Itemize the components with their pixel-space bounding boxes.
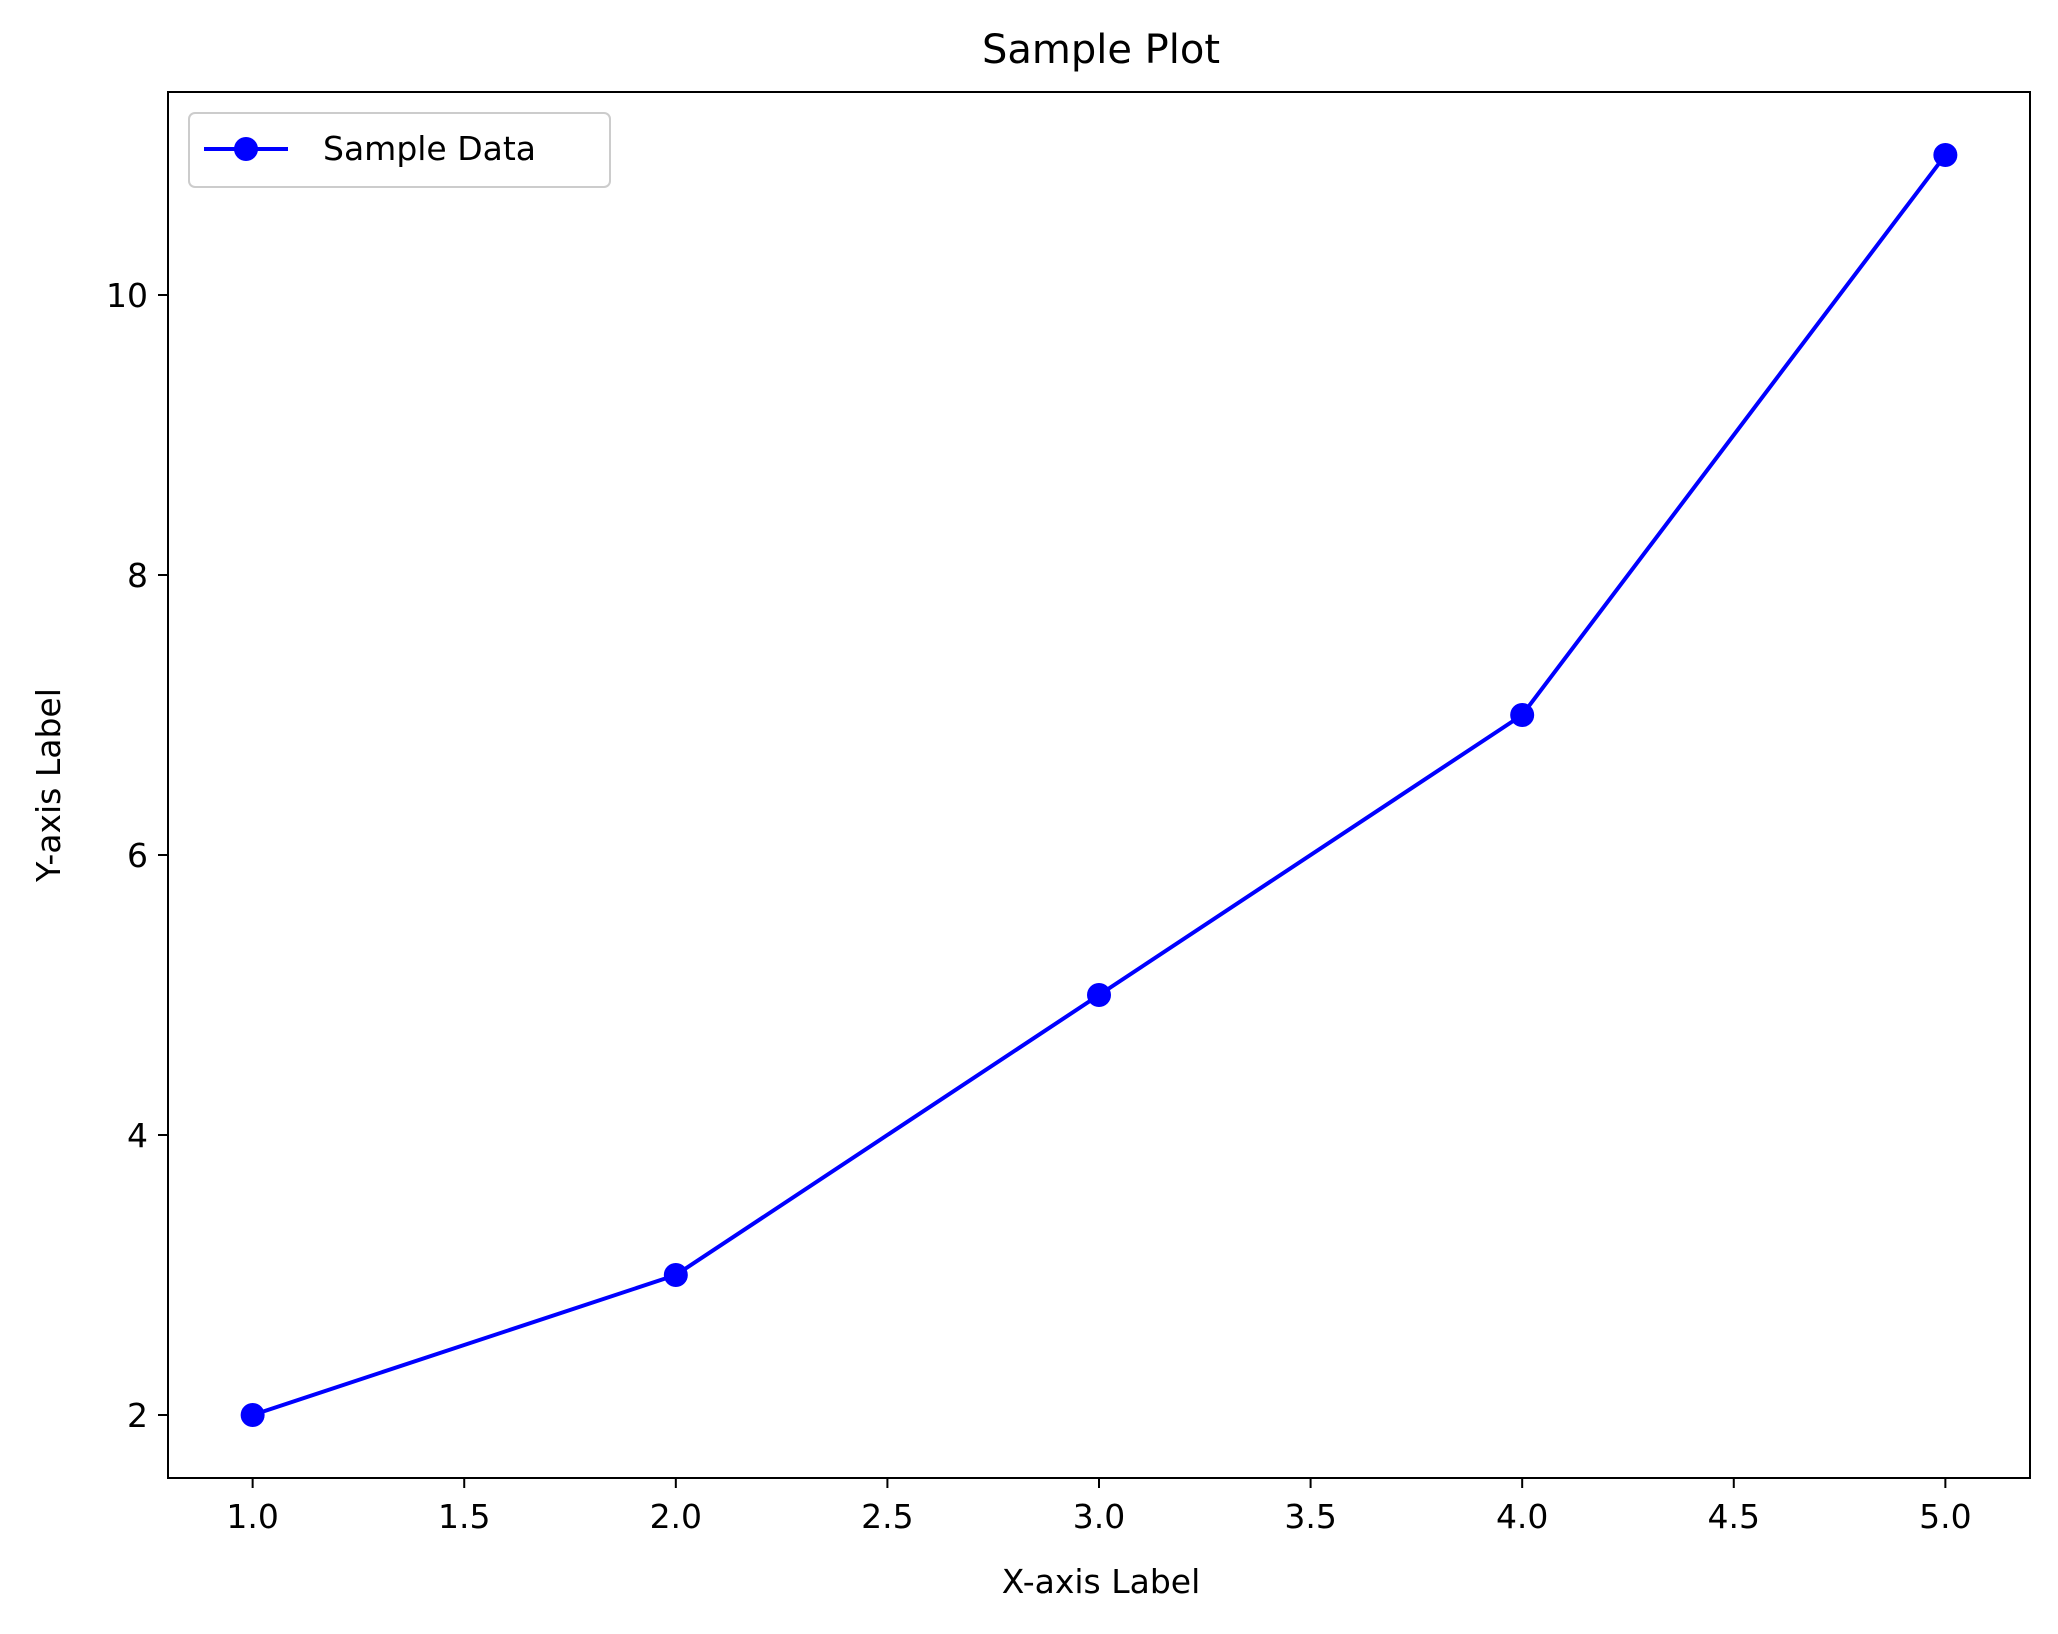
chart-title: Sample Plot bbox=[982, 27, 1220, 73]
x-axis-ticks: 1.0 1.5 2.0 2.5 3.0 3.5 4.0 4.5 5.0 bbox=[226, 1478, 1972, 1536]
data-point bbox=[240, 1403, 265, 1427]
x-tick-label: 2.0 bbox=[650, 1497, 702, 1536]
y-tick-label: 6 bbox=[127, 836, 148, 875]
y-tick-label: 4 bbox=[127, 1116, 148, 1155]
plot-frame bbox=[167, 91, 2031, 1479]
x-tick-label: 1.5 bbox=[438, 1497, 490, 1536]
y-tick-label: 8 bbox=[127, 556, 148, 595]
x-tick-label: 5.0 bbox=[1919, 1497, 1971, 1536]
legend-box bbox=[188, 112, 611, 188]
y-axis-label: Y-axis Label bbox=[29, 688, 68, 883]
plot-area bbox=[168, 92, 2030, 1478]
x-tick-label: 1.0 bbox=[226, 1497, 278, 1536]
y-tick-label: 2 bbox=[127, 1396, 148, 1435]
data-point bbox=[1510, 703, 1535, 727]
y-axis-ticks: 2 4 6 8 10 bbox=[106, 276, 168, 1435]
x-tick-label: 2.5 bbox=[861, 1497, 913, 1536]
series-layer bbox=[240, 143, 1958, 1427]
data-point bbox=[1933, 143, 1958, 167]
x-tick-label: 4.0 bbox=[1496, 1497, 1548, 1536]
legend-marker-sample-data bbox=[234, 137, 258, 161]
x-tick-label: 3.0 bbox=[1073, 1497, 1125, 1536]
x-tick-label: 4.5 bbox=[1708, 1497, 1760, 1536]
y-tick-label: 10 bbox=[106, 276, 148, 315]
data-point bbox=[1087, 983, 1111, 1007]
x-axis-label: X-axis Label bbox=[1002, 1562, 1201, 1601]
legend: Sample Data bbox=[188, 112, 611, 188]
legend-label-sample-data: Sample Data bbox=[323, 129, 536, 168]
data-point bbox=[663, 1263, 688, 1287]
x-tick-label: 3.5 bbox=[1284, 1497, 1336, 1536]
